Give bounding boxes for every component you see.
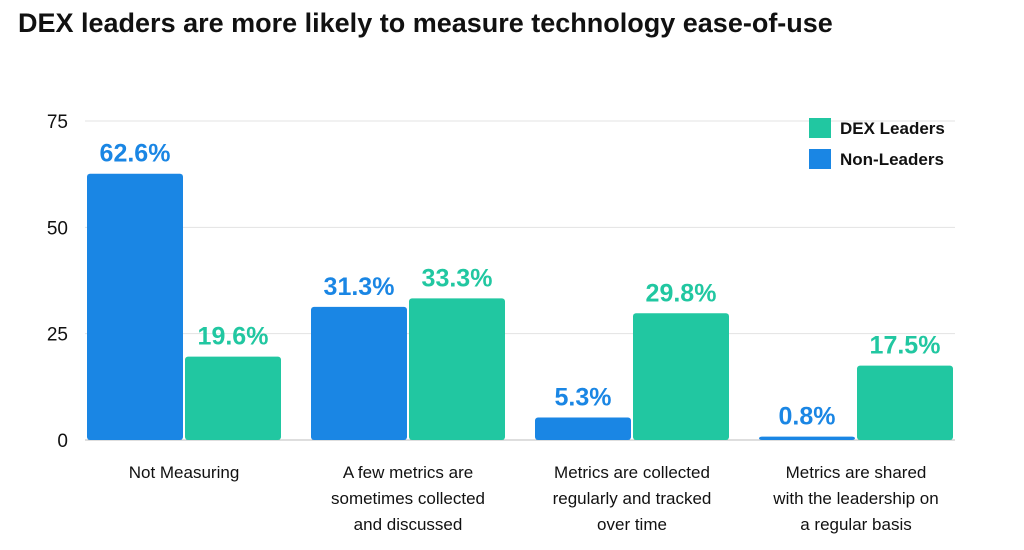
- y-tick-label: 0: [57, 431, 68, 452]
- bar: [311, 306, 407, 440]
- y-tick-label: 50: [47, 218, 68, 239]
- bar: [633, 313, 729, 440]
- x-axis-labels: Not Measuring A few metrics are sometimes …: [129, 463, 939, 534]
- x-tick-label-line: over time: [597, 515, 667, 534]
- bar: [535, 417, 631, 440]
- bar: [857, 365, 953, 440]
- y-tick-label: 25: [47, 325, 68, 346]
- x-tick-label-line: Metrics are shared: [786, 463, 927, 482]
- legend-swatch: [809, 149, 831, 169]
- bar: [87, 173, 183, 440]
- data-labels: 62.6% 19.6% 31.3% 33.3% 5.3% 29.8% 0.8% 17.5%: [100, 140, 941, 431]
- data-label: 33.3%: [422, 264, 493, 292]
- legend-label: DEX Leaders: [840, 119, 945, 138]
- x-tick-label: A few metrics are sometimes collected and …: [331, 463, 485, 534]
- bar: [185, 356, 281, 440]
- x-tick-label: Metrics are collected regularly and track…: [553, 463, 712, 534]
- x-tick-label-line: regularly and tracked: [553, 489, 712, 508]
- data-label: 19.6%: [198, 323, 269, 351]
- legend-label: Non-Leaders: [840, 150, 944, 169]
- x-tick-label-line: A few metrics are: [343, 463, 473, 482]
- x-tick-label: Metrics are shared with the leadership on…: [772, 463, 938, 534]
- y-tick-label: 75: [47, 112, 68, 133]
- x-tick-label-line: Not Measuring: [129, 463, 240, 482]
- bars: [87, 173, 953, 440]
- data-label: 31.3%: [324, 273, 395, 301]
- data-label: 0.8%: [779, 403, 836, 431]
- bar: [759, 436, 855, 440]
- legend: DEX Leaders Non-Leaders: [809, 118, 945, 169]
- data-label: 62.6%: [100, 140, 171, 168]
- data-label: 5.3%: [555, 383, 612, 411]
- data-label: 29.8%: [646, 279, 717, 307]
- y-axis-ticks: 0 25 50 75: [47, 112, 68, 452]
- x-tick-label-line: a regular basis: [800, 515, 912, 534]
- x-tick-label-line: sometimes collected: [331, 489, 485, 508]
- x-tick-label: Not Measuring: [129, 463, 240, 482]
- bar: [409, 298, 505, 440]
- x-tick-label-line: Metrics are collected: [554, 463, 710, 482]
- legend-swatch: [809, 118, 831, 138]
- chart-title: DEX leaders are more likely to measure t…: [18, 8, 833, 38]
- x-tick-label-line: with the leadership on: [772, 489, 938, 508]
- data-label: 17.5%: [870, 332, 941, 360]
- x-tick-label-line: and discussed: [354, 515, 463, 534]
